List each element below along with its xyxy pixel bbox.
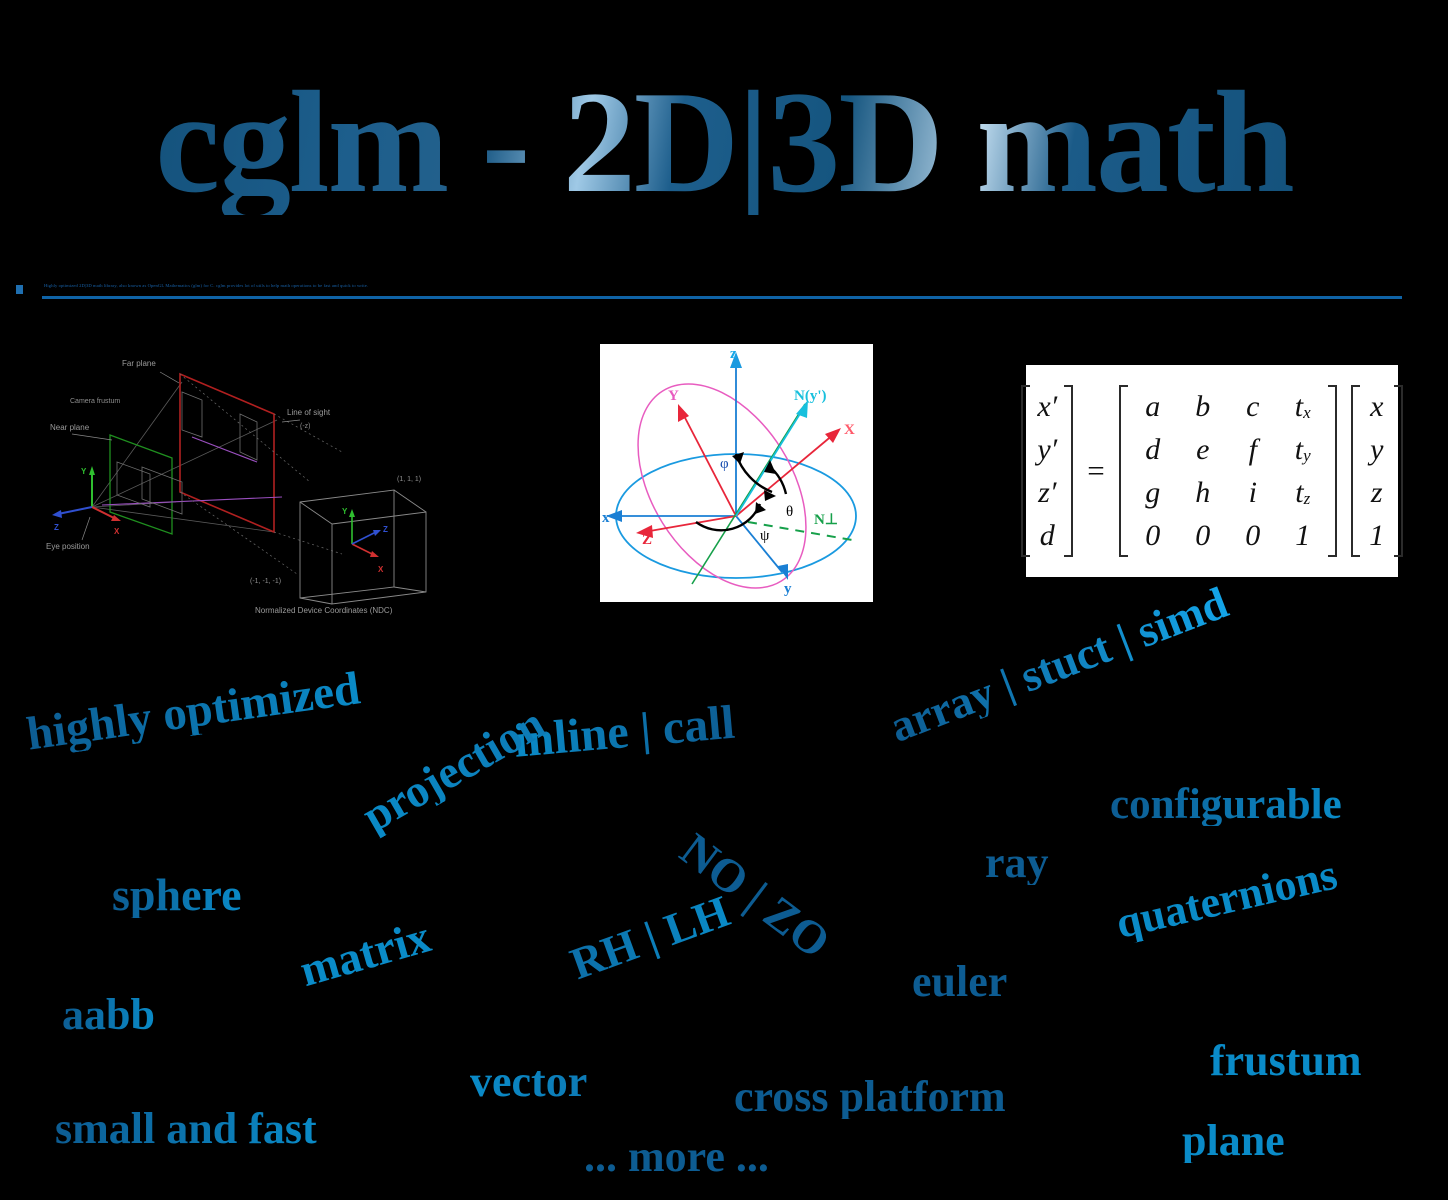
svg-text:(-z): (-z) bbox=[300, 423, 311, 430]
wordcloud-word: vector bbox=[470, 1057, 588, 1106]
wordcloud-word: plane bbox=[1182, 1116, 1285, 1165]
euler-label-theta: θ bbox=[786, 504, 793, 520]
svg-text:Camera frustum: Camera frustum bbox=[70, 398, 120, 405]
page-header: cglm - 2D|3D math bbox=[0, 52, 1448, 232]
wordcloud-word: projection bbox=[353, 696, 554, 842]
svg-text:X: X bbox=[114, 527, 120, 536]
matrix-cell: z bbox=[1370, 475, 1383, 509]
svg-text:Z: Z bbox=[54, 523, 59, 532]
wordcloud-word: ... more ... bbox=[584, 1132, 769, 1181]
matrix-cell: f bbox=[1248, 432, 1257, 466]
wordcloud-word: aabb bbox=[62, 990, 155, 1039]
wordcloud-word: highly optimized bbox=[23, 662, 364, 761]
matrix-cell: z′ bbox=[1038, 475, 1057, 509]
matrix-cell: x bbox=[1370, 389, 1384, 423]
svg-text:Z: Z bbox=[383, 525, 388, 534]
matrix-cell: i bbox=[1248, 475, 1257, 509]
svg-text:Line of sight: Line of sight bbox=[287, 408, 331, 417]
wordcloud-word: quaternions bbox=[1111, 849, 1342, 948]
matrix-cell: 0 bbox=[1195, 518, 1211, 552]
wordcloud-word: ray bbox=[985, 838, 1049, 887]
euler-label-Nperp: N⊥ bbox=[814, 512, 838, 528]
euler-label-z: z bbox=[730, 346, 737, 362]
matrix-cell: y bbox=[1370, 432, 1384, 466]
matrix-cell: x′ bbox=[1037, 389, 1058, 423]
euler-angles-diagram: z Y N(y') X φ θ x Z ψ N⊥ y bbox=[600, 344, 873, 602]
equals-sign: = bbox=[1087, 453, 1105, 488]
matrix-cell: a bbox=[1145, 389, 1161, 423]
matrix-cell: y′ bbox=[1037, 432, 1058, 466]
wordcloud-word: cross platform bbox=[734, 1072, 1006, 1121]
matrix-cell: 1 bbox=[1295, 518, 1311, 552]
matrix-cell: b bbox=[1195, 389, 1211, 423]
wordcloud-word: array | stuct | simd bbox=[882, 577, 1235, 752]
matrix-lhs-vector: x′ y′ z′ d bbox=[1017, 385, 1077, 557]
matrix-cell: h bbox=[1195, 475, 1211, 509]
wordcloud-word: matrix bbox=[294, 910, 436, 997]
matrix-rhs-vector: x y z 1 bbox=[1347, 385, 1407, 557]
euler-label-Y: Y bbox=[668, 388, 679, 404]
matrix-cell: 0 bbox=[1145, 518, 1161, 552]
svg-text:(-1, -1, -1): (-1, -1, -1) bbox=[250, 578, 281, 585]
wordcloud-word: frustum bbox=[1210, 1036, 1362, 1085]
horizontal-rule bbox=[42, 296, 1402, 299]
svg-text:(1, 1, 1): (1, 1, 1) bbox=[397, 476, 421, 483]
matrix-cell: e bbox=[1196, 432, 1210, 466]
euler-label-Z: Z bbox=[642, 532, 652, 548]
bullet-square-icon bbox=[16, 285, 23, 294]
matrix-cell: d bbox=[1039, 518, 1055, 552]
wordcloud-word: RH | LH bbox=[563, 885, 737, 990]
svg-text:Normalized Device Coordinates: Normalized Device Coordinates (NDC) bbox=[255, 606, 393, 615]
wordcloud-word: small and fast bbox=[55, 1104, 317, 1153]
matrix-cell: 0 bbox=[1245, 518, 1261, 552]
euler-label-y: y bbox=[784, 581, 792, 597]
wordcloud-word: configurable bbox=[1110, 781, 1342, 828]
wordcloud-word: euler bbox=[912, 957, 1008, 1006]
subtitle-text: Highly optimized 2D|3D math library, als… bbox=[44, 283, 369, 288]
euler-label-phi: φ bbox=[720, 456, 729, 472]
subtitle-block: Highly optimized 2D|3D math library, als… bbox=[0, 282, 1448, 304]
euler-label-X: X bbox=[844, 422, 855, 438]
svg-text:Y: Y bbox=[81, 467, 87, 476]
svg-text:Near plane: Near plane bbox=[50, 423, 90, 432]
matrix-cell: 1 bbox=[1369, 518, 1385, 552]
svg-text:Far plane: Far plane bbox=[122, 359, 156, 368]
euler-label-x: x bbox=[602, 510, 610, 526]
matrix-cell: d bbox=[1145, 432, 1161, 466]
figure-row: Far plane Camera frustum Near plane Line… bbox=[0, 330, 1448, 620]
euler-label-Ny: N(y') bbox=[794, 388, 827, 404]
matrix-cell: c bbox=[1246, 389, 1260, 423]
svg-text:Eye position: Eye position bbox=[46, 542, 90, 551]
svg-text:Y: Y bbox=[342, 507, 348, 516]
page-title: cglm - 2D|3D math bbox=[155, 61, 1295, 223]
matrix-cell: g bbox=[1145, 475, 1161, 509]
euler-label-psi: ψ bbox=[760, 528, 770, 544]
perspective-projection-frustum-diagram: Far plane Camera frustum Near plane Line… bbox=[42, 342, 482, 620]
wordcloud-word: sphere bbox=[112, 869, 242, 920]
svg-text:X: X bbox=[378, 565, 384, 574]
